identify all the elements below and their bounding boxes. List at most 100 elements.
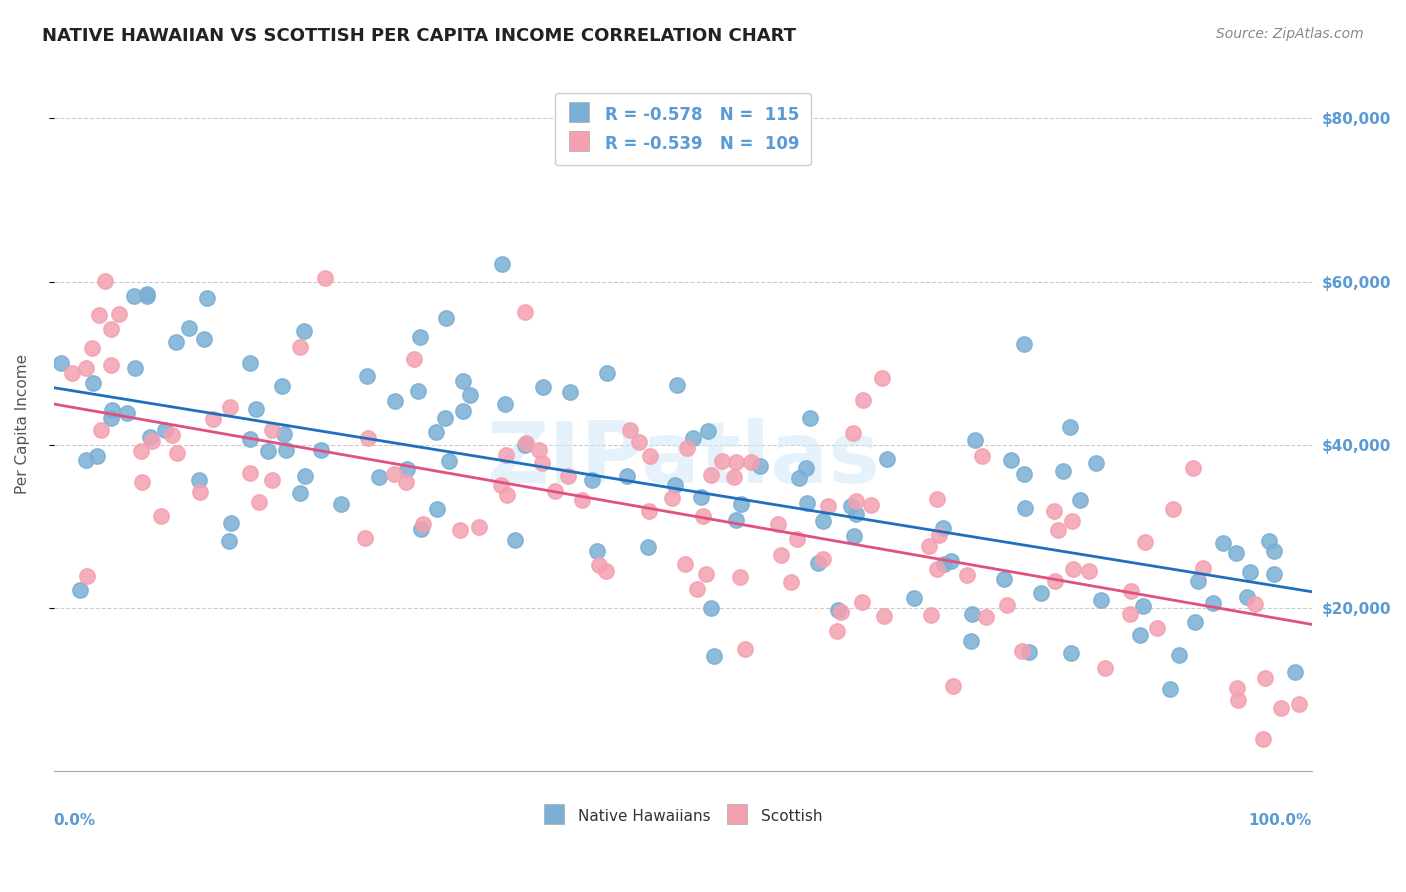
Scottish bbox=[692, 509, 714, 524]
Scottish bbox=[728, 569, 751, 583]
Native Hawaiians bbox=[787, 471, 810, 485]
Native Hawaiians bbox=[839, 500, 862, 514]
Native Hawaiians bbox=[330, 497, 353, 511]
Native Hawaiians bbox=[384, 393, 406, 408]
Scottish bbox=[1226, 681, 1249, 695]
Scottish bbox=[141, 434, 163, 449]
Native Hawaiians bbox=[703, 649, 725, 664]
Native Hawaiians bbox=[309, 443, 332, 458]
Scottish bbox=[699, 468, 721, 483]
Native Hawaiians bbox=[434, 311, 457, 326]
Scottish bbox=[1094, 661, 1116, 675]
Scottish bbox=[404, 352, 426, 367]
Native Hawaiians bbox=[845, 507, 868, 521]
Native Hawaiians bbox=[1212, 536, 1234, 550]
Native Hawaiians bbox=[1168, 648, 1191, 662]
Native Hawaiians bbox=[1018, 644, 1040, 658]
Native Hawaiians bbox=[368, 470, 391, 484]
Scottish bbox=[188, 484, 211, 499]
Scottish bbox=[80, 341, 103, 355]
Native Hawaiians bbox=[433, 410, 456, 425]
Native Hawaiians bbox=[166, 334, 188, 349]
Native Hawaiians bbox=[1060, 647, 1083, 661]
Scottish bbox=[661, 491, 683, 505]
Native Hawaiians bbox=[245, 402, 267, 417]
Scottish bbox=[1046, 524, 1069, 538]
Text: NATIVE HAWAIIAN VS SCOTTISH PER CAPITA INCOME CORRELATION CHART: NATIVE HAWAIIAN VS SCOTTISH PER CAPITA I… bbox=[42, 27, 796, 45]
Native Hawaiians bbox=[69, 583, 91, 598]
Scottish bbox=[1062, 562, 1084, 576]
Native Hawaiians bbox=[1031, 585, 1053, 599]
Native Hawaiians bbox=[1263, 567, 1285, 582]
Scottish bbox=[786, 532, 808, 546]
Scottish bbox=[382, 467, 405, 482]
Scottish bbox=[150, 508, 173, 523]
Scottish bbox=[918, 540, 941, 554]
Native Hawaiians bbox=[290, 486, 312, 500]
Scottish bbox=[873, 609, 896, 624]
Native Hawaiians bbox=[49, 356, 72, 370]
Text: ZIPatlas: ZIPatlas bbox=[486, 417, 880, 500]
Native Hawaiians bbox=[616, 468, 638, 483]
Scottish bbox=[515, 436, 537, 450]
Native Hawaiians bbox=[1284, 665, 1306, 680]
Native Hawaiians bbox=[1059, 420, 1081, 434]
Native Hawaiians bbox=[1090, 593, 1112, 607]
Native Hawaiians bbox=[697, 424, 720, 438]
Scottish bbox=[260, 423, 283, 437]
Scottish bbox=[734, 641, 756, 656]
Native Hawaiians bbox=[239, 356, 262, 370]
Scottish bbox=[1251, 731, 1274, 746]
Native Hawaiians bbox=[1239, 566, 1261, 580]
Native Hawaiians bbox=[932, 520, 955, 534]
Scottish bbox=[1163, 502, 1185, 516]
Scottish bbox=[131, 475, 153, 489]
Scottish bbox=[1191, 561, 1213, 575]
Scottish bbox=[845, 493, 868, 508]
Scottish bbox=[571, 493, 593, 508]
Scottish bbox=[675, 441, 697, 455]
Native Hawaiians bbox=[1128, 628, 1150, 642]
Native Hawaiians bbox=[406, 384, 429, 398]
Scottish bbox=[1011, 644, 1033, 658]
Scottish bbox=[974, 610, 997, 624]
Scottish bbox=[638, 504, 661, 518]
Native Hawaiians bbox=[136, 289, 159, 303]
Native Hawaiians bbox=[239, 432, 262, 446]
Scottish bbox=[770, 548, 793, 562]
Native Hawaiians bbox=[1159, 681, 1181, 696]
Scottish bbox=[202, 412, 225, 426]
Native Hawaiians bbox=[1184, 615, 1206, 629]
Native Hawaiians bbox=[195, 292, 218, 306]
Native Hawaiians bbox=[122, 288, 145, 302]
Scottish bbox=[725, 455, 748, 469]
Scottish bbox=[100, 321, 122, 335]
Native Hawaiians bbox=[1000, 452, 1022, 467]
Native Hawaiians bbox=[153, 423, 176, 437]
Text: Source: ZipAtlas.com: Source: ZipAtlas.com bbox=[1216, 27, 1364, 41]
Scottish bbox=[860, 498, 883, 512]
Native Hawaiians bbox=[700, 601, 723, 615]
Scottish bbox=[970, 449, 993, 463]
Scottish bbox=[1133, 534, 1156, 549]
Native Hawaiians bbox=[934, 557, 956, 571]
Native Hawaiians bbox=[664, 478, 686, 492]
Native Hawaiians bbox=[292, 324, 315, 338]
Native Hawaiians bbox=[558, 385, 581, 400]
Scottish bbox=[872, 371, 894, 385]
Scottish bbox=[817, 499, 839, 513]
Scottish bbox=[495, 448, 517, 462]
Native Hawaiians bbox=[75, 453, 97, 467]
Scottish bbox=[557, 469, 579, 483]
Scottish bbox=[75, 361, 97, 376]
Scottish bbox=[94, 274, 117, 288]
Scottish bbox=[851, 595, 873, 609]
Scottish bbox=[412, 517, 434, 532]
Scottish bbox=[87, 308, 110, 322]
Scottish bbox=[928, 528, 950, 542]
Scottish bbox=[1254, 671, 1277, 685]
Native Hawaiians bbox=[1012, 467, 1035, 482]
Native Hawaiians bbox=[100, 410, 122, 425]
Native Hawaiians bbox=[193, 332, 215, 346]
Native Hawaiians bbox=[425, 425, 447, 440]
